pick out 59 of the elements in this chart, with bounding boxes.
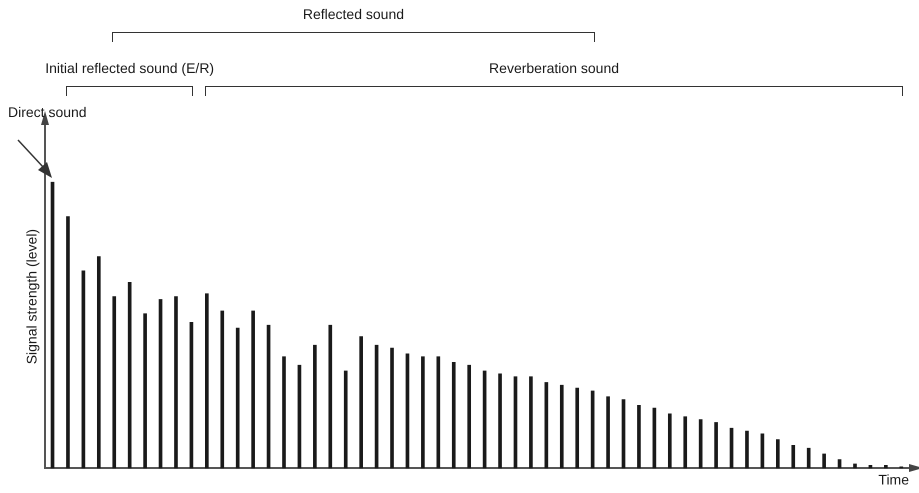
bar (421, 356, 425, 468)
bar (544, 382, 548, 468)
bar (514, 376, 518, 468)
bar (452, 362, 456, 468)
bar (529, 376, 533, 468)
bar (112, 296, 116, 468)
bar (698, 419, 702, 468)
bar (128, 282, 132, 468)
bar (467, 364, 472, 468)
bar (853, 464, 857, 468)
bar (838, 459, 842, 468)
bar (50, 182, 54, 468)
bar (760, 434, 764, 468)
bar (313, 344, 317, 468)
bar (158, 299, 162, 468)
bar (190, 322, 194, 468)
bar (683, 416, 688, 468)
bar (822, 454, 826, 468)
bar (436, 356, 440, 468)
bar (220, 310, 224, 468)
bar (498, 373, 502, 468)
bar (82, 270, 86, 468)
bar (251, 310, 255, 468)
bar (298, 364, 302, 468)
bar (96, 256, 101, 468)
bar (406, 353, 410, 468)
bar (637, 404, 641, 468)
bar (622, 399, 626, 468)
text: Direct sound (8, 104, 87, 120)
bar (482, 370, 486, 468)
bar (344, 370, 348, 468)
x-axis-title: Time (878, 471, 910, 488)
text: Initial reflected sound (E/R) (45, 60, 214, 76)
bar (390, 348, 394, 468)
bar (143, 313, 147, 468)
bar (205, 293, 209, 468)
bar (328, 324, 332, 468)
bar (575, 388, 580, 468)
bar (590, 390, 594, 468)
bar (730, 428, 734, 468)
bar (714, 422, 718, 468)
bar (806, 448, 811, 468)
bar (282, 356, 286, 468)
bar (236, 328, 240, 468)
bar (359, 336, 363, 468)
bar (791, 444, 796, 468)
bar (174, 296, 178, 468)
bar (745, 430, 749, 468)
bar (374, 344, 378, 468)
bar (266, 324, 270, 468)
bar (776, 439, 780, 468)
bar (668, 414, 672, 468)
text: Reverberation sound (489, 60, 620, 76)
bar (652, 408, 656, 468)
bar (560, 384, 564, 468)
bar (66, 216, 70, 468)
y-axis-title: Signal strength (level) (23, 228, 40, 364)
bar (606, 396, 610, 468)
text: Reflected sound (302, 6, 404, 22)
